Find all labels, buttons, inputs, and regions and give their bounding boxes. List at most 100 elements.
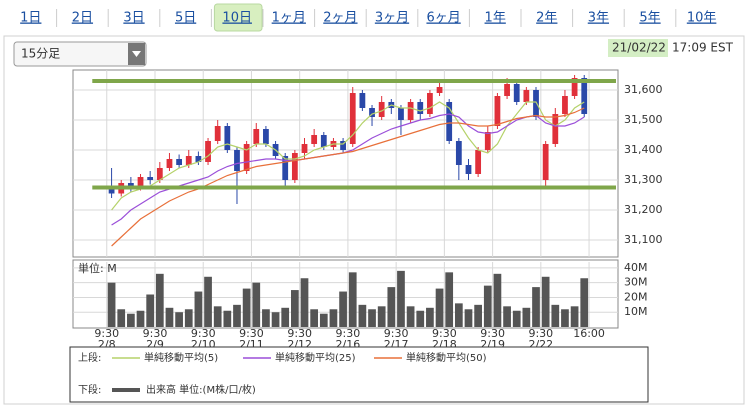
- tab[interactable]: 1ヶ月: [272, 11, 306, 26]
- candle-body: [282, 156, 289, 180]
- y-tick-label: 31,500: [624, 113, 663, 126]
- tab[interactable]: 3年: [588, 11, 609, 26]
- volume-bar: [368, 309, 376, 327]
- volume-bar: [223, 310, 232, 327]
- candle-body: [455, 141, 462, 165]
- volume-bar: [146, 294, 155, 327]
- volume-bar: [291, 290, 299, 327]
- y-tick-label: 10M: [624, 305, 648, 318]
- volume-bar: [483, 285, 492, 327]
- volume-bar: [454, 303, 463, 327]
- candle-body: [494, 96, 501, 126]
- candle-body: [504, 84, 510, 96]
- candle-body: [398, 108, 404, 120]
- volume-bar: [512, 310, 521, 327]
- candle-body: [378, 102, 385, 117]
- volume-bar: [213, 306, 222, 327]
- candle-body: [147, 177, 154, 180]
- interval-dropdown[interactable]: 15分足: [13, 41, 147, 67]
- volume-bar: [474, 304, 482, 327]
- candle-body: [436, 87, 443, 93]
- volume-bar: [107, 282, 116, 327]
- candle-body: [484, 132, 491, 150]
- tab[interactable]: 2ヶ月: [323, 11, 357, 26]
- x-tick-label: 9:30: [480, 327, 505, 340]
- x-tick-label: 9:30: [287, 327, 312, 340]
- volume-bar: [175, 312, 183, 327]
- candle-body: [523, 90, 530, 102]
- tab[interactable]: 2年: [536, 11, 557, 26]
- x-tick-label: 9:30: [239, 327, 264, 340]
- tab[interactable]: 1日: [20, 11, 41, 26]
- x-tick-label: 9:30: [528, 327, 553, 340]
- volume-bar: [435, 288, 444, 327]
- candle-body: [465, 165, 472, 174]
- tab[interactable]: 3日: [123, 11, 144, 26]
- dropdown-box[interactable]: [13, 41, 147, 67]
- candle-body: [427, 93, 433, 114]
- volume-bar: [339, 291, 347, 327]
- volume-bar: [281, 307, 290, 327]
- dropdown-text: 15分足: [21, 47, 60, 61]
- candle-body: [359, 93, 366, 108]
- volume-bar: [406, 306, 415, 327]
- volume-bar: [387, 287, 396, 327]
- candle-body: [185, 156, 192, 165]
- volume-bar: [348, 272, 357, 327]
- candle-body: [224, 126, 231, 150]
- tab[interactable]: 5年: [639, 11, 660, 26]
- volume-bar: [541, 276, 550, 327]
- tab[interactable]: 6ヶ月: [426, 11, 460, 26]
- volume-bar: [570, 306, 579, 327]
- volume-bar: [358, 304, 367, 327]
- candle-body: [156, 168, 163, 180]
- candle-body: [214, 126, 221, 141]
- legend-box: [69, 346, 649, 403]
- moving-average-line: [111, 107, 585, 247]
- candle-body: [301, 144, 308, 153]
- volume-bar: [377, 306, 386, 327]
- tab-bar: 1日 2日 3日 5日 10日 1ヶ月 2ヶ月 3ヶ月 6ヶ月 1年 2年 3年 5年 10年: [20, 3, 717, 32]
- volume-bar: [561, 309, 569, 327]
- legend-lower-label: 下段:: [78, 383, 101, 396]
- x-tick-label: 9:30: [191, 327, 216, 340]
- y-tick-label: 31,300: [624, 173, 663, 186]
- volume-bar: [233, 304, 241, 327]
- candle-body: [166, 159, 173, 168]
- y-tick-label: 31,600: [624, 83, 663, 96]
- volume-bar: [445, 272, 454, 327]
- volume-bar: [194, 291, 203, 327]
- x-tick-label: 9:30: [384, 327, 409, 340]
- tab[interactable]: 10年: [687, 11, 717, 26]
- candle-body: [108, 186, 115, 194]
- tab[interactable]: 2日: [72, 11, 93, 26]
- volume-bar: [580, 278, 589, 327]
- volume-bar: [184, 309, 193, 327]
- moving-average-line: [111, 113, 585, 226]
- volume-bar: [493, 273, 502, 327]
- moving-average-line: [111, 101, 585, 211]
- legend-upper-label: 上段:: [78, 351, 101, 364]
- candle-body: [542, 144, 549, 180]
- tab[interactable]: 5日: [175, 11, 196, 26]
- x-tick-label: 9:30: [432, 327, 457, 340]
- x-tick-label: 9:30: [336, 327, 361, 340]
- legend-label: 出来高 単位:(M株/口/枚): [146, 383, 256, 396]
- candle-body: [291, 153, 298, 180]
- volume-bar: [464, 309, 473, 327]
- volume-bar: [252, 282, 261, 327]
- candle-body: [369, 108, 375, 117]
- candle-body: [417, 102, 424, 114]
- tab[interactable]: 10日: [222, 11, 252, 26]
- y-tick-label: 31,100: [624, 233, 663, 246]
- tab[interactable]: 3ヶ月: [375, 11, 409, 26]
- volume-bar: [165, 307, 174, 327]
- volume-bar: [271, 312, 280, 327]
- volume-bar: [329, 309, 338, 327]
- volume-bar: [242, 288, 251, 327]
- tab[interactable]: 1年: [485, 11, 506, 26]
- candle-body: [234, 150, 240, 171]
- volume-bar: [262, 309, 270, 327]
- volume-unit: 単位: M: [78, 261, 117, 275]
